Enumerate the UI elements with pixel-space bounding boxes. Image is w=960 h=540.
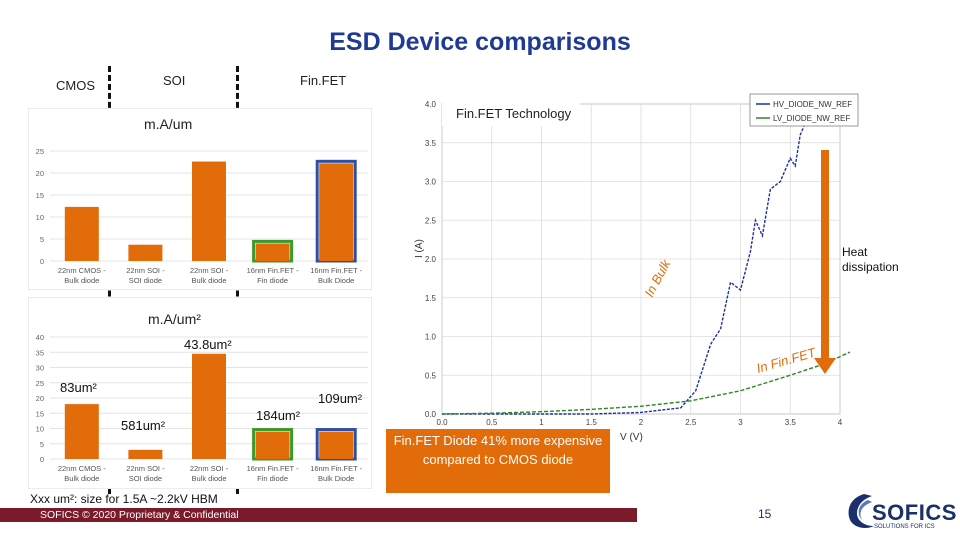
- x-tick-label: 0.0: [436, 418, 448, 427]
- x-tick-label: 1.5: [586, 418, 598, 427]
- y-tick-label: 35: [36, 348, 44, 357]
- y-tick-label: 3.5: [425, 139, 437, 148]
- area-label-soi-bulk: 43.8um²: [184, 337, 232, 352]
- heat-arrow-shaft: [821, 150, 829, 360]
- category-label-line2: Bulk diode: [64, 276, 99, 285]
- category-label-line2: SOI diode: [129, 474, 162, 483]
- y-tick-label: 0: [40, 455, 44, 464]
- y-tick-label: 0.5: [425, 371, 437, 380]
- category-label-line2: SOI diode: [129, 276, 162, 285]
- y-tick-label: 15: [36, 191, 44, 200]
- logo-swoosh-dark: [848, 494, 874, 528]
- area-label-cmos: 83um²: [60, 380, 98, 395]
- chart-title: m.A/um²: [148, 311, 201, 327]
- y-tick-label: 25: [36, 147, 44, 156]
- heat-arrow-head: [814, 358, 836, 374]
- x-tick-label: 3: [738, 418, 743, 427]
- bar: [192, 161, 226, 261]
- category-label: 22nm SOI -: [190, 464, 229, 473]
- bar: [255, 243, 290, 261]
- y-tick-label: 2.5: [425, 216, 437, 225]
- y-tick-label: 2.0: [425, 255, 437, 264]
- series-line-hv-diode: [442, 111, 809, 415]
- y-tick-label: 15: [36, 409, 44, 418]
- sofics-logo-mark: [848, 494, 874, 528]
- category-label: 22nm SOI -: [126, 464, 165, 473]
- area-label-soi-soi: 581um²: [121, 418, 166, 433]
- iv-curve-chart: 0.0 0.5 1 1.5 2 2.5 3 3.5 4 0.0 0.5 1.0 1.5 2.0 2.5 3.0…: [414, 93, 859, 443]
- y-tick-label: 1.0: [425, 333, 437, 342]
- bar: [64, 206, 99, 261]
- chart-title: Fin.FET Technology: [456, 106, 572, 121]
- page-number: 15: [758, 507, 772, 521]
- annotation-heat-dissipation: Heat dissipation: [842, 245, 899, 274]
- y-tick-label: 10: [36, 213, 44, 222]
- y-tick-label: 0.0: [425, 410, 437, 419]
- x-tick-label: 4: [838, 418, 843, 427]
- section-label-finfet: Fin.FET: [300, 73, 347, 88]
- y-tick-label: 30: [36, 364, 44, 373]
- chart-title-box: [442, 100, 580, 126]
- category-label-line2: Bulk diode: [64, 474, 99, 483]
- category-label-line2: Bulk Diode: [318, 276, 354, 285]
- legend-label-lv: LV_DIODE_NW_REF: [773, 114, 850, 123]
- x-tick-label: 1: [539, 418, 544, 427]
- category-label: 22nm SOI -: [190, 266, 229, 275]
- legend: [749, 93, 859, 127]
- x-axis-label: V (V): [620, 432, 643, 443]
- category-label: 16nm Fin.FET -: [310, 464, 362, 473]
- category-label: 22nm CMOS -: [58, 464, 106, 473]
- category-label: 22nm CMOS -: [58, 266, 106, 275]
- category-label: 16nm Fin.FET -: [247, 464, 299, 473]
- x-tick-label: 0.5: [486, 418, 498, 427]
- logo-wordmark: SOFICS: [872, 500, 957, 525]
- bar: [128, 244, 163, 261]
- section-label-cmos: CMOS: [56, 78, 95, 93]
- y-tick-label: 3.0: [425, 178, 437, 187]
- y-tick-label: 1.5: [425, 294, 437, 303]
- y-tick-label: 0: [40, 257, 44, 266]
- x-tick-label: 3.5: [785, 418, 797, 427]
- y-tick-label: 4.0: [425, 100, 437, 109]
- category-label: 16nm Fin.FET -: [310, 266, 362, 275]
- y-tick-label: 10: [36, 425, 44, 434]
- y-tick-label: 20: [36, 169, 44, 178]
- category-label-line2: Bulk diode: [191, 474, 226, 483]
- logo-swoosh-light: [858, 500, 872, 520]
- footer-bar: SOFICS © 2020 Proprietary & Confidential: [0, 508, 637, 522]
- y-axis-label: I (A): [414, 239, 425, 258]
- category-label-line2: Bulk Diode: [318, 474, 354, 483]
- y-tick-label: 5: [40, 440, 44, 449]
- y-tick-label: 40: [36, 333, 44, 342]
- slide-title: ESD Device comparisons: [329, 28, 631, 56]
- x-tick-label: 2.5: [685, 418, 697, 427]
- bar: [255, 431, 290, 459]
- bar: [64, 404, 99, 459]
- bar: [319, 431, 354, 459]
- bar: [128, 449, 163, 459]
- cost-callout: Fin.FET Diode 41% more expensive compare…: [386, 429, 610, 493]
- series-line-lv-diode: [441, 351, 851, 415]
- category-label: 22nm SOI -: [126, 266, 165, 275]
- bar: [319, 163, 354, 261]
- category-label-line2: Fin diode: [257, 276, 288, 285]
- section-label-soi: SOI: [163, 73, 186, 88]
- category-label-line2: Bulk diode: [191, 276, 226, 285]
- chart-title: m.A/um: [144, 116, 192, 132]
- category-label-line2: Fin diode: [257, 474, 288, 483]
- y-tick-label: 25: [36, 379, 44, 388]
- category-label: 16nm Fin.FET -: [247, 266, 299, 275]
- x-tick-label: 2: [639, 418, 644, 427]
- legend-label-hv: HV_DIODE_NW_REF: [773, 100, 852, 109]
- y-tick-label: 5: [40, 235, 44, 244]
- logo-tagline: SOLUTIONS FOR ICS: [874, 524, 935, 530]
- footer-copyright: SOFICS © 2020 Proprietary & Confidential: [40, 509, 239, 521]
- footnote: Xxx um²: size for 1.5A ~2.2kV HBM: [30, 492, 218, 506]
- area-label-finfet-fin: 184um²: [256, 408, 301, 423]
- y-tick-label: 20: [36, 394, 44, 403]
- area-label-finfet-bulk: 109um²: [318, 391, 363, 406]
- bar: [192, 353, 226, 459]
